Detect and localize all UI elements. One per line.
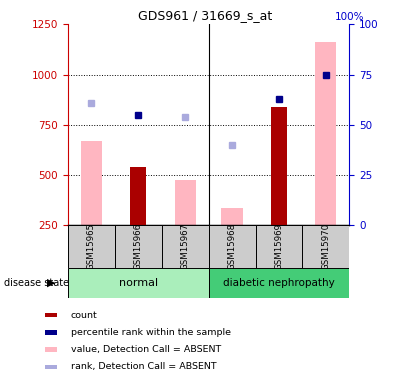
Text: diabetic nephropathy: diabetic nephropathy bbox=[223, 278, 335, 288]
Bar bbox=[162, 225, 209, 268]
Bar bbox=[68, 225, 115, 268]
Text: rank, Detection Call = ABSENT: rank, Detection Call = ABSENT bbox=[71, 362, 216, 371]
Bar bbox=[45, 347, 57, 352]
Bar bbox=[45, 330, 57, 334]
Text: value, Detection Call = ABSENT: value, Detection Call = ABSENT bbox=[71, 345, 221, 354]
Text: GDS961 / 31669_s_at: GDS961 / 31669_s_at bbox=[139, 9, 272, 22]
Bar bbox=[175, 180, 196, 225]
Text: GSM15968: GSM15968 bbox=[228, 223, 237, 270]
Bar bbox=[302, 225, 349, 268]
Bar bbox=[68, 268, 209, 298]
Bar bbox=[271, 106, 287, 225]
Bar bbox=[209, 268, 349, 298]
Bar bbox=[115, 225, 162, 268]
Text: disease state: disease state bbox=[4, 278, 69, 288]
Bar bbox=[209, 225, 256, 268]
Text: GSM15966: GSM15966 bbox=[134, 223, 143, 270]
Text: ▶: ▶ bbox=[47, 278, 56, 288]
Text: GSM15970: GSM15970 bbox=[321, 223, 330, 270]
Text: GSM15969: GSM15969 bbox=[275, 223, 284, 270]
Text: count: count bbox=[71, 310, 97, 320]
Bar bbox=[256, 225, 302, 268]
Text: GSM15965: GSM15965 bbox=[87, 223, 96, 270]
Bar bbox=[130, 167, 146, 225]
Bar bbox=[81, 141, 102, 225]
Text: 100%: 100% bbox=[335, 12, 364, 22]
Bar bbox=[45, 313, 57, 317]
Bar bbox=[315, 42, 337, 225]
Bar bbox=[45, 364, 57, 369]
Text: normal: normal bbox=[119, 278, 158, 288]
Bar bbox=[222, 208, 242, 225]
Text: GSM15967: GSM15967 bbox=[180, 223, 189, 270]
Text: percentile rank within the sample: percentile rank within the sample bbox=[71, 328, 231, 337]
